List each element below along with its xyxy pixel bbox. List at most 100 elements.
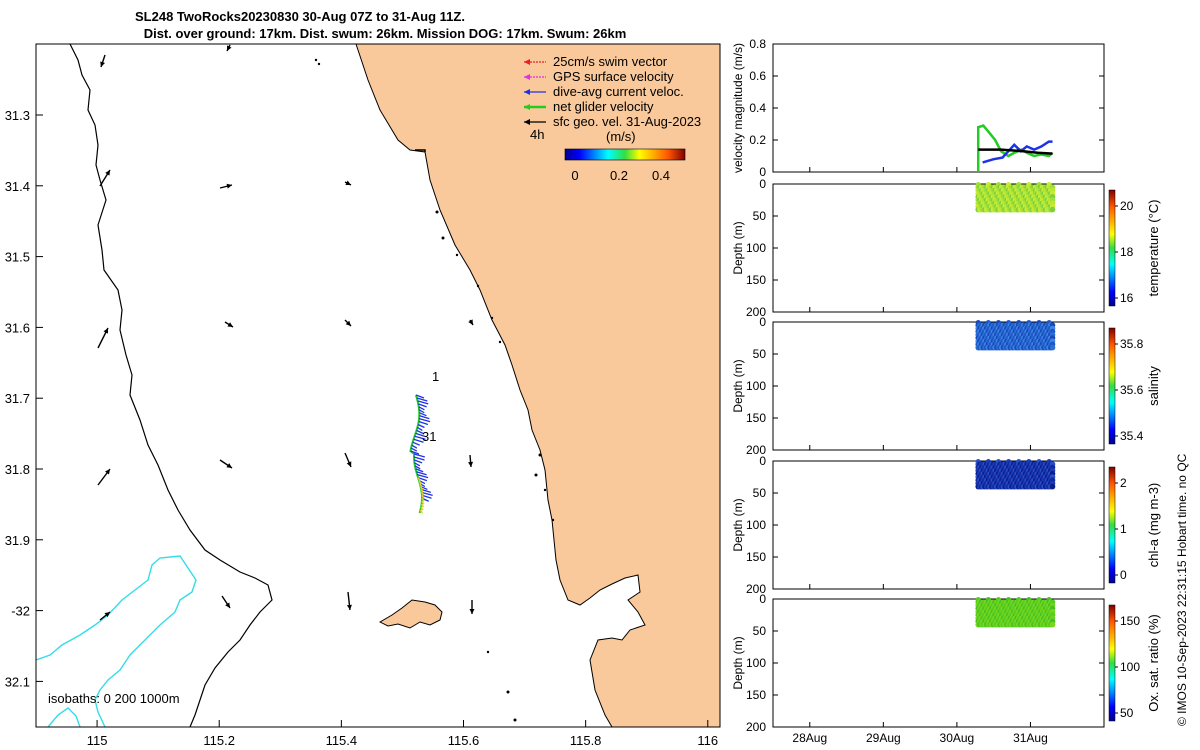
current-vector — [410, 450, 420, 455]
x-ticklabel: 30Aug — [940, 731, 975, 745]
cb-ticklabel: 20 — [1120, 199, 1134, 213]
y-ticklabel: 0 — [759, 592, 766, 606]
current-vector — [413, 459, 423, 464]
current-arrowhead — [225, 602, 230, 608]
swim-vector — [418, 480, 422, 484]
map-y-ticklabel: 31.8 — [5, 462, 30, 477]
swim-vector — [419, 486, 424, 490]
current-vector — [413, 453, 426, 458]
y-ticklabel: 150 — [746, 688, 766, 702]
y-ticklabel: 200 — [746, 720, 766, 734]
y-ticklabel: 0.4 — [749, 101, 766, 115]
velocity-series-line — [978, 148, 1053, 155]
y-ticklabel: 0.8 — [749, 37, 766, 51]
cb-ticklabel: 18 — [1120, 245, 1134, 259]
cb-ticklabel: 16 — [1120, 291, 1134, 305]
map-y-ticklabel: 31.3 — [5, 108, 30, 123]
map-x-ticklabel: 115.8 — [570, 733, 602, 748]
current-arrowhead — [346, 604, 352, 610]
map-y-axis: 31.3 31.4 31.5 31.6 31.7 31.8 31.9 -32 32.1 — [5, 108, 43, 689]
map-frame — [35, 43, 721, 728]
depth-colorbar — [1108, 604, 1116, 722]
current-arrowhead — [100, 61, 105, 67]
swim-vector — [419, 483, 423, 487]
map-y-ticklabel: 31.5 — [5, 250, 30, 265]
legend-label: GPS surface velocity — [553, 69, 674, 84]
depth-colorbar — [1108, 466, 1116, 584]
land-mass — [355, 44, 720, 727]
y-ticklabel: 0 — [759, 177, 766, 191]
isobath-200m — [69, 44, 273, 727]
current-vector — [419, 412, 427, 417]
depth-panel-4: 0 50 100 150 200 Depth (m) 50 100 150 Ox. sat. ra… — [731, 592, 1161, 734]
depth-panel-1: 0 50 100 150 200 Depth (m) 16 18 20 temperature (… — [731, 177, 1161, 319]
depth-colorbar — [1108, 189, 1116, 307]
map-y-ticklabel: 31.7 — [5, 391, 30, 406]
map-y-ticklabel: 32.1 — [5, 674, 30, 689]
current-arrowhead — [227, 45, 232, 51]
map-panel: 1 31 isobaths: 0 200 1000m 115 115.2 115.4… — [5, 43, 721, 748]
profile-point — [1049, 621, 1056, 628]
current-arrowhead — [345, 320, 351, 326]
y-ticklabel: 50 — [753, 486, 767, 500]
colorbar-label: salinity — [1146, 366, 1161, 406]
current-arrowhead — [227, 322, 233, 327]
time-axis: 28Aug 29Aug 30Aug 31Aug — [792, 167, 1048, 745]
current-vector — [420, 488, 432, 494]
current-vector — [414, 435, 426, 440]
legend-label: dive-avg current veloc. — [553, 84, 684, 99]
colorbar-unit: (m/s) — [606, 129, 636, 144]
map-x-ticklabel: 115.4 — [326, 733, 358, 748]
current-arrowhead — [468, 461, 474, 467]
chart-title-line1: SL248 TwoRocks20230830 30-Aug 07Z to 31-… — [135, 9, 465, 24]
y-ticklabel: 100 — [746, 379, 766, 393]
current-arrowhead — [105, 170, 110, 176]
colorbar-label: chl-a (mg m-3) — [1146, 483, 1161, 568]
map-y-ticklabel: 31.4 — [5, 179, 30, 194]
depth-ylabel: Depth (m) — [731, 221, 745, 274]
y-ticklabel: 0.2 — [749, 133, 766, 147]
cb-ticklabel: 0 — [1120, 568, 1127, 582]
cb-ticklabel: 1 — [1120, 522, 1127, 536]
legend-arrowhead — [524, 119, 530, 125]
legend-label: net glider velocity — [553, 99, 654, 114]
speed-colorbar — [564, 148, 686, 161]
current-vector — [416, 471, 427, 476]
depth-ylabel: Depth (m) — [731, 636, 745, 689]
isobaths-label: isobaths: 0 200 1000m — [48, 691, 180, 706]
isobath-1000m — [36, 555, 197, 727]
velocity-ylabel: velocity magnitude (m/s) — [731, 43, 745, 173]
swim-vector — [419, 509, 424, 514]
velocity-series-line — [976, 124, 1054, 172]
cb-ticklabel: 35.8 — [1120, 337, 1144, 351]
colorbar-tick-0: 0 — [571, 168, 578, 183]
y-ticklabel: 200 — [746, 305, 766, 319]
depth-ylabel: Depth (m) — [731, 359, 745, 412]
colorbar-tick-1: 0.2 — [610, 168, 628, 183]
y-ticklabel: 50 — [753, 347, 767, 361]
current-vector — [417, 476, 428, 482]
y-ticklabel: 200 — [746, 582, 766, 596]
map-y-ticklabel: 31.6 — [5, 320, 30, 335]
depth-colorbar — [1108, 327, 1116, 445]
cb-ticklabel: 150 — [1120, 614, 1140, 628]
y-ticklabel: 0 — [759, 454, 766, 468]
colorbar-tick-2: 0.4 — [652, 168, 670, 183]
current-vector — [417, 400, 429, 405]
cb-ticklabel: 35.6 — [1120, 383, 1144, 397]
current-vector — [415, 468, 424, 473]
y-ticklabel: 100 — [746, 656, 766, 670]
y-ticklabel: 50 — [753, 209, 767, 223]
current-arrowhead — [226, 183, 232, 189]
current-vector — [417, 423, 425, 429]
rottnest-island — [378, 599, 443, 629]
depth-ylabel: Depth (m) — [731, 498, 745, 551]
y-ticklabel: 150 — [746, 273, 766, 287]
current-arrowhead — [226, 463, 232, 468]
current-vector — [421, 491, 433, 496]
map-x-ticklabel: 115.6 — [448, 733, 480, 748]
swim-vector — [417, 477, 421, 482]
current-arrows — [97, 44, 475, 621]
current-vector — [414, 465, 421, 470]
